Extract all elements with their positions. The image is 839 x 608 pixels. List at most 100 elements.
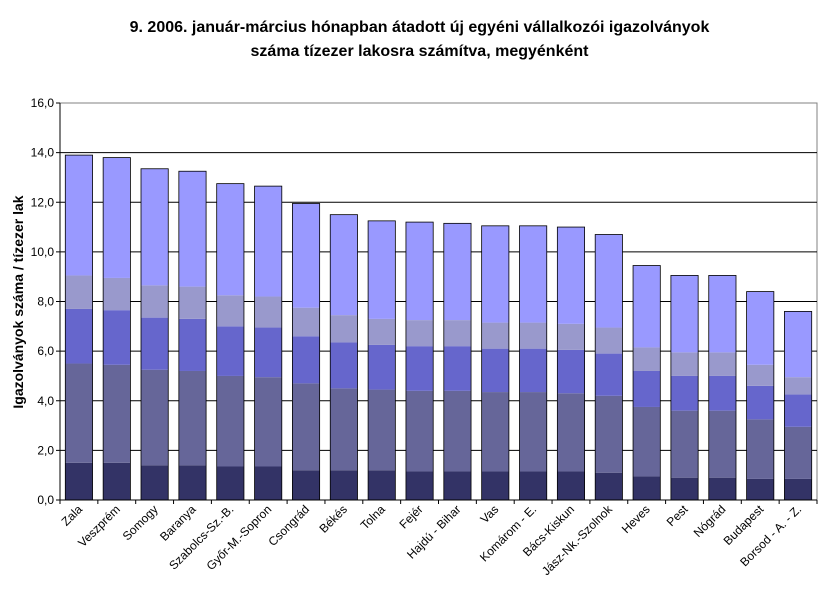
bar-segment: [368, 318, 396, 345]
bar-segment: [292, 307, 320, 337]
bar-segment: [633, 347, 661, 371]
bar-segment: [65, 462, 93, 500]
bar-segment: [368, 220, 396, 319]
bar-segment: [368, 389, 396, 471]
x-tick-label: Nógrád: [691, 502, 729, 540]
bar-segment: [633, 476, 661, 500]
x-tick-label: Szabolcs-Sz.-B.: [166, 502, 236, 572]
bar-segment: [670, 477, 699, 500]
x-tick-label: Veszprém: [75, 502, 123, 550]
y-axis-label: Igazolványok száma / tízezer lak: [10, 195, 26, 408]
bar-segment: [178, 171, 207, 287]
x-tick-label: Jász-Nk.-Szolnok: [539, 502, 616, 579]
bar-segment: [65, 308, 93, 364]
bar-segment: [443, 320, 472, 347]
bar-segment: [708, 275, 737, 353]
bar-segment: [178, 286, 207, 319]
x-axis: ZalaVeszprémSomogyBaranyaSzabolcs-Sz.-B.…: [59, 499, 818, 579]
x-tick-label: Békés: [317, 502, 350, 535]
x-tick-label: Zala: [59, 502, 86, 529]
y-tick-label: 8,0: [37, 295, 54, 309]
bar-segment: [140, 168, 169, 286]
bar-segment: [216, 466, 244, 500]
bar-segment: [405, 346, 434, 391]
bar-segment: [595, 472, 623, 500]
bar-segment: [784, 311, 812, 378]
bar-segment: [595, 353, 623, 396]
bar-segment: [405, 320, 434, 347]
bar-segment: [103, 364, 131, 463]
y-tick-label: 0,0: [37, 493, 54, 507]
bar-segment: [481, 225, 509, 323]
bar-segment: [557, 471, 585, 500]
y-tick-label: 16,0: [31, 96, 55, 110]
bar-segment: [481, 322, 509, 349]
bar-segment: [254, 327, 282, 378]
bar-segment: [405, 471, 434, 500]
x-tick-label: Vas: [477, 502, 501, 526]
bar-segment: [443, 390, 472, 472]
bar-segment: [708, 352, 737, 376]
bar-segment: [254, 186, 282, 297]
bar-segment: [330, 315, 358, 343]
bar-segment: [254, 377, 282, 467]
x-tick-label: Győr-M.-Sopron: [204, 502, 275, 573]
bar-segment: [178, 370, 207, 466]
bar-segment: [368, 470, 396, 500]
y-axis: 0,0 2,0 4,0 6,0 8,0 10,0 12,0 14,0 16,0: [31, 96, 61, 507]
bar-segment: [519, 392, 547, 472]
bar-segment: [330, 342, 358, 389]
x-tick-label: Somogy: [120, 502, 161, 543]
bar-segment: [254, 296, 282, 328]
bar-segment: [65, 363, 93, 463]
bar-segment: [103, 157, 131, 278]
bar-segment: [140, 369, 169, 466]
bar-segment: [443, 471, 472, 500]
bar-segment: [216, 375, 244, 467]
x-tick-label: Fejér: [396, 502, 425, 531]
bar-segment: [405, 390, 434, 472]
bar-segment: [746, 364, 774, 386]
bar-segment: [784, 426, 812, 479]
bar-segment: [140, 317, 169, 370]
bar-segment: [784, 394, 812, 427]
bar-segment: [670, 375, 699, 411]
bar-segment: [708, 477, 737, 500]
bar-segment: [140, 285, 169, 318]
bar-segment: [103, 277, 131, 311]
bar-segment: [784, 478, 812, 500]
bar-segment: [746, 419, 774, 479]
bar-segment: [595, 327, 623, 354]
bar-segment: [633, 370, 661, 407]
bar-segment: [178, 318, 207, 371]
x-tick-label: Heves: [619, 502, 653, 536]
x-tick-label: Pest: [664, 502, 691, 529]
bar-segment: [178, 465, 207, 500]
bar-segment: [633, 406, 661, 477]
bar-segment: [784, 377, 812, 395]
bar-segment: [405, 222, 434, 321]
bar-segment: [481, 348, 509, 393]
bar-segment: [216, 295, 244, 327]
bar-segment: [519, 348, 547, 393]
chart-title-line-1: 9. 2006. január-március hónapban átadott…: [129, 19, 710, 36]
bar-segment: [708, 375, 737, 411]
bar-segment: [292, 383, 320, 471]
bar-segment: [65, 155, 93, 276]
bar-segment: [292, 203, 320, 308]
bar-segment: [595, 395, 623, 473]
y-tick-label: 2,0: [37, 443, 54, 457]
bar-segment: [557, 349, 585, 394]
bar-segment: [557, 323, 585, 350]
bar-segment: [519, 471, 547, 500]
bar-segment: [519, 225, 547, 323]
bar-segment: [746, 385, 774, 420]
bar-segment: [216, 326, 244, 376]
bar-segment: [595, 234, 623, 328]
bar-segment: [254, 466, 282, 500]
bar-segment: [103, 310, 131, 365]
bar-segment: [368, 344, 396, 390]
chart-title: 9. 2006. január-március hónapban átadott…: [0, 16, 839, 64]
bar-segment: [443, 223, 472, 321]
bar-segment: [330, 388, 358, 471]
